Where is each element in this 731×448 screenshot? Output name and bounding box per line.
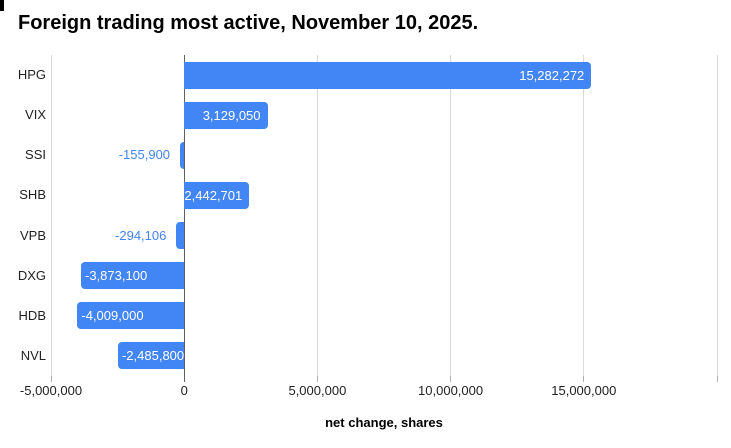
x-tick-mark bbox=[583, 376, 585, 382]
category-label: SHB bbox=[19, 187, 46, 203]
corner-artifact bbox=[0, 0, 4, 11]
x-axis-title: net change, shares bbox=[325, 415, 443, 430]
bar-value-label: -3,873,100 bbox=[85, 268, 148, 284]
bar: -4,009,000 bbox=[77, 302, 185, 330]
x-tick-label: 10,000,000 bbox=[418, 383, 484, 398]
gridline bbox=[583, 55, 585, 376]
category-label: SSI bbox=[25, 147, 46, 163]
bar bbox=[176, 222, 185, 250]
bar: 2,442,701 bbox=[184, 181, 250, 209]
gridline bbox=[50, 55, 52, 376]
bar: 15,282,272 bbox=[184, 61, 592, 89]
bar-value-label: 3,129,050 bbox=[202, 107, 261, 123]
x-tick-label: 15,000,000 bbox=[551, 383, 617, 398]
x-tick-mark bbox=[450, 376, 452, 382]
category-label: HPG bbox=[17, 67, 46, 83]
gridline bbox=[450, 55, 452, 376]
gridline bbox=[716, 55, 718, 376]
x-tick-mark bbox=[50, 376, 52, 382]
x-tick-label: 0 bbox=[180, 383, 188, 398]
category-label: VPB bbox=[19, 227, 46, 243]
x-tick-mark bbox=[316, 376, 318, 382]
bar: 3,129,050 bbox=[184, 101, 268, 129]
bar-value-label: -4,009,000 bbox=[81, 308, 144, 324]
bar-value-label: -294,106 bbox=[115, 227, 167, 243]
category-label: NVL bbox=[20, 347, 46, 363]
bar-value-label: 15,282,272 bbox=[519, 67, 585, 83]
x-tick-label: 5,000,000 bbox=[288, 383, 347, 398]
category-label: VIX bbox=[25, 107, 46, 123]
category-label: HDB bbox=[18, 307, 46, 323]
category-label: DXG bbox=[17, 267, 46, 283]
bar: -2,485,800 bbox=[117, 342, 185, 370]
bar-value-label: -2,485,800 bbox=[121, 348, 185, 364]
bar bbox=[180, 141, 185, 169]
bar: -3,873,100 bbox=[81, 262, 185, 290]
bar-value-label: -155,900 bbox=[118, 147, 171, 163]
x-tick-label: -5,000,000 bbox=[19, 383, 83, 398]
chart-title: Foreign trading most active, November 10… bbox=[18, 12, 479, 34]
zero-axis-line bbox=[183, 55, 186, 376]
x-tick-mark bbox=[183, 376, 185, 382]
x-tick-mark bbox=[716, 376, 718, 382]
gridline bbox=[316, 55, 318, 376]
bar-value-label: 2,442,701 bbox=[184, 187, 243, 203]
